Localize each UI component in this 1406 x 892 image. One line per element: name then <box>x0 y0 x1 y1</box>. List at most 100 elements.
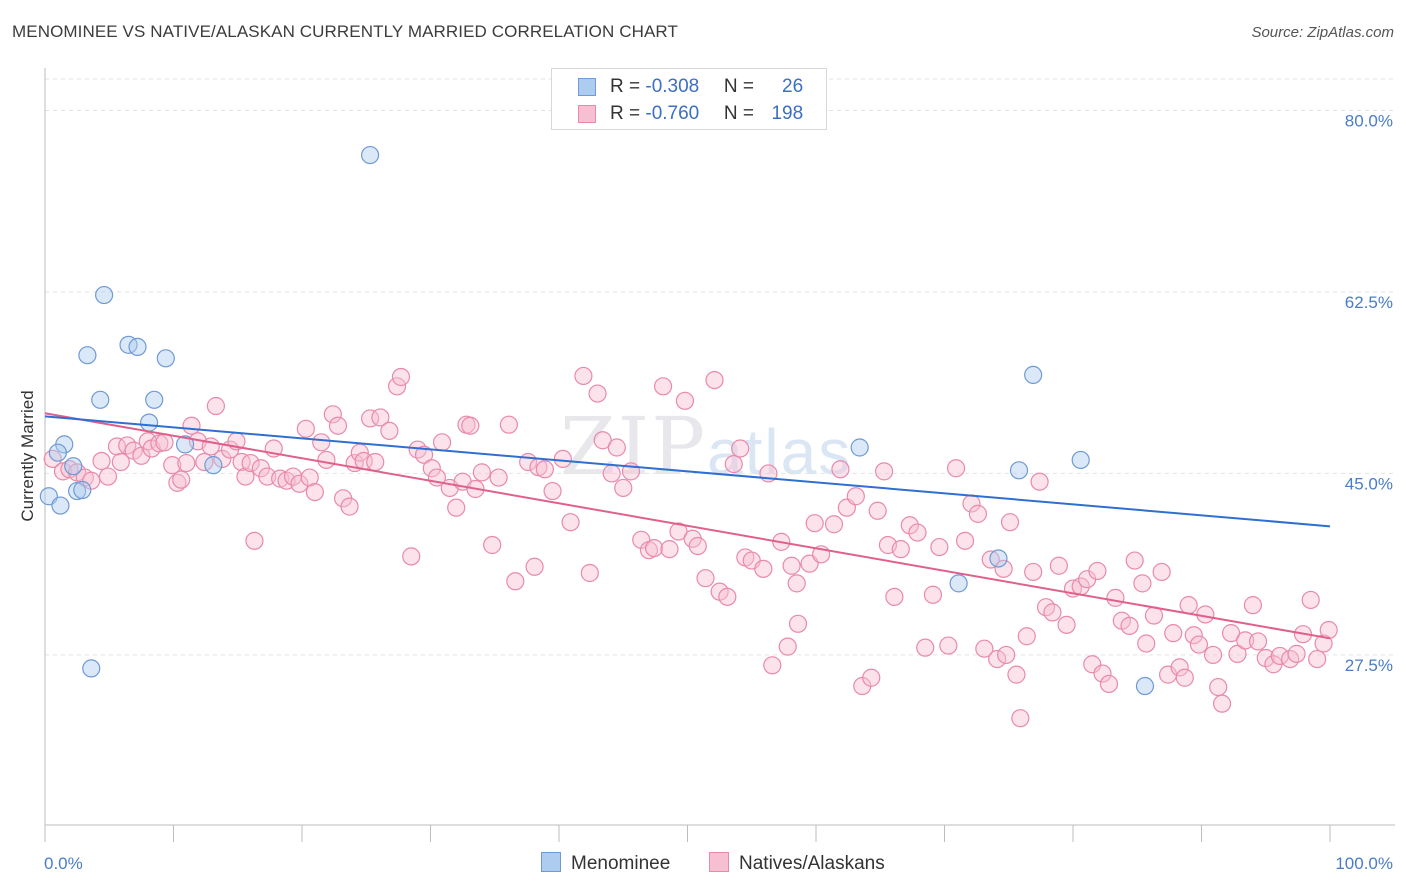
data-point-natives <box>988 649 1007 669</box>
data-point-natives <box>380 421 399 441</box>
data-point-menominee <box>51 496 70 515</box>
data-point-natives <box>391 367 411 387</box>
bottom-legend-menominee: Menominee <box>541 852 670 875</box>
legend-n-value: 26 <box>782 76 804 97</box>
data-point-natives <box>824 515 844 534</box>
data-point-natives <box>92 451 111 471</box>
data-point-natives <box>787 574 806 593</box>
data-point-natives <box>305 482 324 502</box>
data-point-natives <box>1049 556 1068 575</box>
data-point-natives <box>900 516 919 535</box>
data-point-natives <box>1093 664 1112 683</box>
data-point-menominee <box>1135 676 1155 696</box>
data-point-natives <box>1133 574 1152 593</box>
data-point-natives <box>461 416 480 435</box>
bottom-legend-swatch-menominee <box>541 852 561 872</box>
data-point-natives <box>489 468 508 487</box>
data-point-menominee <box>1009 461 1029 480</box>
data-point-natives <box>1203 645 1223 665</box>
legend-r-value: -0.760 <box>645 103 700 124</box>
data-point-natives <box>206 396 226 416</box>
data-point-natives <box>831 460 850 479</box>
data-point-natives <box>1043 603 1062 622</box>
data-point-natives <box>312 433 331 452</box>
data-point-natives <box>1228 644 1247 663</box>
data-point-natives <box>968 504 988 523</box>
data-point-natives <box>805 514 824 533</box>
data-point-natives <box>172 470 191 489</box>
data-point-natives <box>296 419 315 438</box>
data-point-menominee <box>139 413 159 432</box>
data-point-natives <box>1144 606 1164 625</box>
data-point-natives <box>763 656 782 675</box>
data-point-natives <box>1125 551 1144 570</box>
data-point-natives <box>724 454 743 474</box>
data-point-natives <box>402 547 421 566</box>
data-point-natives <box>177 453 196 473</box>
data-point-natives <box>1088 561 1107 581</box>
data-point-natives <box>731 439 750 458</box>
data-point-natives <box>543 481 562 501</box>
watermark: ZIPatlas <box>560 400 852 493</box>
data-point-natives <box>499 415 518 434</box>
data-point-natives <box>891 540 910 559</box>
data-point-natives <box>644 538 664 558</box>
y-tick-label: 62.5% <box>1345 293 1393 312</box>
bottom-legend-label-natives: Natives/Alaskans <box>739 853 885 874</box>
data-point-natives <box>688 536 707 556</box>
data-point-natives <box>1212 694 1232 713</box>
data-point-natives <box>1152 562 1171 582</box>
data-point-natives <box>1011 709 1030 728</box>
data-point-menominee <box>156 349 175 368</box>
data-point-natives <box>1221 624 1241 643</box>
data-point-natives <box>553 449 572 469</box>
data-point-natives <box>1236 631 1255 650</box>
data-point-natives <box>317 450 336 470</box>
y-tick-label: 80.0% <box>1345 111 1393 130</box>
data-point-menominee <box>78 346 97 365</box>
data-point-natives <box>182 416 201 435</box>
data-point-natives <box>366 452 385 472</box>
data-point-natives <box>588 384 607 403</box>
data-point-natives <box>660 540 679 559</box>
data-point-menominee <box>850 438 869 457</box>
data-point-natives <box>1209 677 1228 697</box>
y-tick-label: 27.5% <box>1345 656 1393 675</box>
data-point-natives <box>1319 620 1338 640</box>
data-point-natives <box>1179 596 1198 615</box>
legend-r-label: R = <box>610 76 646 97</box>
data-point-natives <box>535 460 554 479</box>
data-point-natives <box>1170 658 1189 677</box>
data-point-natives <box>1000 513 1020 532</box>
y-tick-label: 45.0% <box>1345 474 1393 493</box>
data-point-natives <box>1243 596 1263 615</box>
data-point-menominee <box>145 390 164 409</box>
x-tick-label-min: 0.0% <box>44 854 83 873</box>
data-point-natives <box>1106 588 1125 607</box>
data-point-natives <box>862 668 881 687</box>
data-point-natives <box>788 614 808 633</box>
data-point-menominee <box>949 574 968 593</box>
data-point-natives <box>1137 634 1156 653</box>
source-label: Source: ZipAtlas.com <box>1251 24 1394 41</box>
data-point-natives <box>602 464 621 483</box>
legend-n-label: N = <box>723 76 760 97</box>
data-point-natives <box>955 531 975 550</box>
data-point-menominee <box>1071 450 1090 470</box>
bottom-legend-label-menominee: Menominee <box>571 853 671 874</box>
data-point-natives <box>1189 635 1209 654</box>
bottom-legend-natives: Natives/Alaskans <box>709 852 885 875</box>
data-point-natives <box>241 453 260 473</box>
data-point-natives <box>163 456 182 475</box>
data-point-natives <box>930 537 949 557</box>
data-point-natives <box>1017 627 1036 646</box>
data-point-natives <box>782 556 801 575</box>
data-point-natives <box>614 478 633 498</box>
data-point-natives <box>245 531 264 550</box>
data-point-natives <box>705 370 724 390</box>
data-point-natives <box>1120 616 1139 635</box>
legend-swatch-natives <box>578 105 596 123</box>
data-point-menominee <box>82 659 101 678</box>
data-point-natives <box>1175 668 1194 687</box>
